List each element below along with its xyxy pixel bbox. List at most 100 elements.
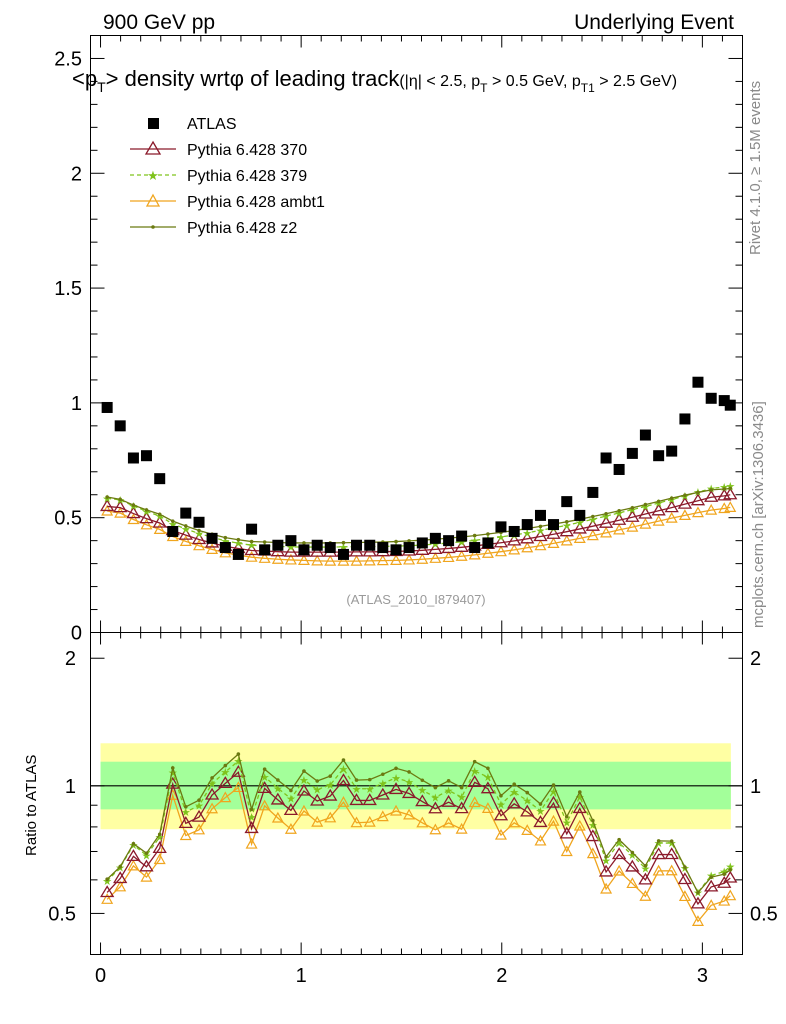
data-point bbox=[709, 875, 714, 879]
data-point bbox=[302, 769, 306, 773]
data-point bbox=[283, 544, 299, 557]
analysis-label: (ATLAS_2010_I879407) bbox=[346, 592, 485, 607]
ratio-y-tick-label: 1 bbox=[65, 776, 76, 798]
atlas-point bbox=[724, 399, 736, 411]
data-point bbox=[613, 864, 626, 876]
data-point bbox=[183, 524, 188, 528]
data-point bbox=[441, 541, 456, 554]
ratio-line bbox=[106, 759, 731, 894]
data-point bbox=[683, 493, 687, 497]
data-point bbox=[363, 554, 376, 566]
main-y-tick-label: 0 bbox=[71, 623, 82, 645]
data-point bbox=[349, 544, 364, 557]
data-point bbox=[204, 787, 220, 800]
data-point bbox=[394, 766, 398, 771]
atlas-point bbox=[246, 523, 258, 535]
data-point: ★ bbox=[155, 832, 165, 844]
data-point bbox=[153, 853, 166, 865]
data-point bbox=[630, 850, 635, 855]
data-point bbox=[691, 915, 704, 926]
data-point bbox=[486, 766, 490, 771]
data-point bbox=[467, 775, 482, 788]
data-point bbox=[617, 509, 621, 513]
data-point: ★ bbox=[522, 795, 532, 807]
atlas-point bbox=[193, 516, 205, 528]
data-point: ★ bbox=[588, 820, 598, 832]
data-point: ★ bbox=[522, 528, 532, 540]
x-tick-label: 3 bbox=[697, 965, 708, 987]
data-point bbox=[310, 793, 325, 806]
atlas-point bbox=[285, 535, 297, 547]
atlas-point bbox=[206, 532, 218, 544]
data-point: ★ bbox=[247, 540, 257, 552]
data-point bbox=[403, 553, 416, 565]
atlas-point bbox=[508, 525, 520, 537]
data-point bbox=[394, 539, 398, 544]
ratio-plot-frame bbox=[90, 632, 743, 955]
data-point bbox=[100, 499, 115, 512]
data-point bbox=[376, 554, 389, 566]
data-point bbox=[551, 783, 556, 787]
data-point bbox=[170, 766, 175, 770]
atlas-point bbox=[561, 496, 573, 508]
atlas-point bbox=[351, 539, 363, 551]
data-point: ★ bbox=[194, 801, 204, 813]
data-point bbox=[481, 802, 494, 813]
data-point bbox=[538, 802, 543, 806]
legend-entry-ambt1: Pythia 6.428 ambt1 bbox=[130, 193, 325, 211]
data-point bbox=[428, 801, 443, 814]
data-point bbox=[336, 773, 351, 786]
atlas-point bbox=[298, 544, 310, 556]
atlas-point bbox=[653, 450, 665, 462]
data-point bbox=[140, 518, 153, 530]
ratio-y-tick-label: 0.5 bbox=[48, 903, 76, 925]
data-point bbox=[113, 500, 128, 513]
data-point bbox=[433, 785, 438, 790]
data-point bbox=[651, 847, 666, 860]
data-point: ★ bbox=[286, 794, 296, 806]
data-point bbox=[598, 864, 614, 877]
data-point bbox=[249, 807, 254, 812]
data-point bbox=[626, 877, 639, 889]
data-point bbox=[472, 533, 477, 538]
data-point bbox=[170, 519, 175, 523]
atlas-point bbox=[600, 452, 612, 464]
data-point bbox=[598, 515, 614, 528]
data-point: ★ bbox=[457, 537, 467, 549]
data-point bbox=[236, 752, 241, 756]
data-point bbox=[664, 847, 679, 860]
data-point bbox=[416, 553, 429, 564]
atlas-point bbox=[259, 544, 271, 556]
data-point bbox=[441, 794, 456, 807]
data-point bbox=[709, 488, 714, 492]
data-point bbox=[245, 550, 258, 562]
data-point: ★ bbox=[128, 501, 138, 513]
atlas-point bbox=[679, 413, 691, 425]
series-line bbox=[107, 506, 731, 562]
data-point bbox=[611, 847, 627, 860]
data-point bbox=[193, 823, 206, 835]
data-point bbox=[625, 859, 640, 872]
data-point bbox=[420, 778, 425, 783]
data-point bbox=[494, 545, 507, 557]
data-point bbox=[114, 506, 127, 518]
x-tick-label: 2 bbox=[496, 965, 507, 987]
data-point bbox=[403, 808, 416, 820]
main-y-tick-label: 0.5 bbox=[54, 508, 82, 530]
data-point: ★ bbox=[640, 863, 650, 875]
data-point: ★ bbox=[627, 505, 637, 517]
data-point bbox=[323, 788, 338, 801]
data-point bbox=[328, 774, 333, 778]
data-point bbox=[559, 524, 574, 537]
ratio-line bbox=[106, 771, 731, 906]
data-point bbox=[525, 790, 530, 795]
data-point bbox=[454, 801, 469, 814]
data-point bbox=[271, 553, 284, 564]
ratio-y-tick-label-right: 1 bbox=[750, 776, 761, 798]
data-point bbox=[722, 487, 727, 491]
x-tick-label: 0 bbox=[95, 965, 106, 987]
atlas-point bbox=[390, 544, 402, 556]
data-point bbox=[533, 815, 548, 828]
data-point bbox=[455, 550, 468, 561]
